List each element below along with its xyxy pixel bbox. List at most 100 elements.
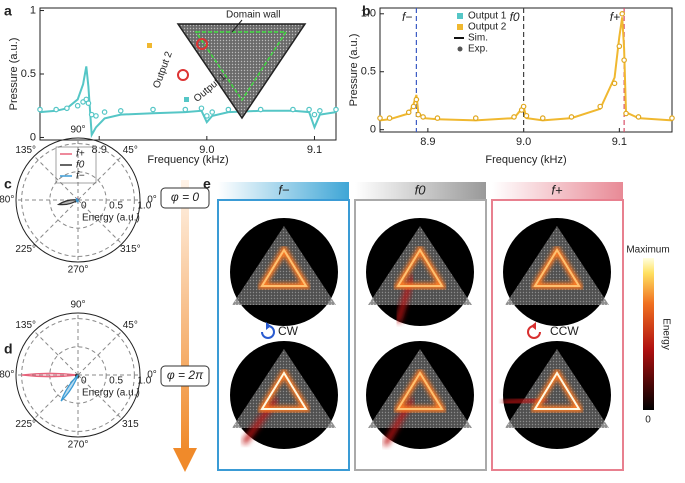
header-band	[492, 182, 623, 200]
y-tick-label: 0	[30, 131, 36, 143]
y-tick-label: 1	[30, 4, 36, 16]
column-frame	[354, 199, 487, 471]
exp-point	[101, 109, 108, 115]
exp-point	[37, 106, 43, 113]
y-tick-label: 0	[370, 124, 376, 136]
r-tick-label: 1.0	[137, 201, 151, 212]
angle-grid	[77, 155, 123, 201]
y-axis-label: Pressure (a.u.)	[348, 34, 360, 107]
energy-lobe	[56, 199, 80, 206]
angle-tick-label: 0°	[147, 370, 157, 381]
panel-letter: b	[362, 3, 371, 19]
edge-state	[533, 371, 581, 410]
colorbar-label: Energy	[660, 318, 671, 350]
panel-letter: c	[4, 176, 12, 192]
angle-grid	[77, 330, 123, 376]
r-tick-label: 0.5	[109, 376, 123, 387]
pointer	[231, 19, 243, 33]
marker-label: f0	[510, 10, 520, 24]
legend-swatch	[457, 13, 463, 19]
phase-box	[160, 187, 210, 209]
r-axis-label: Energy (a.u.)	[82, 213, 140, 224]
r-tick-label: 0.5	[109, 201, 123, 212]
phase-label: φ = 0	[171, 190, 200, 204]
angle-grid	[33, 330, 79, 376]
energy-lobe	[75, 197, 79, 203]
y-tick-label: 1.0	[361, 8, 376, 20]
x-axis-label: Frequency (kHz)	[147, 154, 228, 166]
exp-point	[306, 106, 312, 113]
exp-point	[520, 103, 527, 110]
exp-point	[317, 108, 323, 114]
angle-grid	[77, 199, 123, 245]
exp-point	[93, 113, 99, 119]
energy-lobe	[21, 372, 79, 378]
angle-tick-label: 135°	[15, 145, 36, 156]
colorbar	[643, 258, 654, 410]
panel-letter: a	[4, 3, 12, 19]
phase-label: φ = 2π	[167, 368, 204, 382]
ccw-arrow	[531, 322, 536, 330]
panel-letter: d	[4, 341, 13, 357]
cw-icon	[261, 325, 275, 339]
exp-point	[117, 108, 124, 114]
exp-point	[257, 106, 264, 113]
exp-point	[410, 103, 417, 110]
x-tick-label: 8.9	[420, 136, 435, 148]
exp-point	[333, 106, 339, 113]
exp-point	[621, 57, 627, 63]
inset-triangle	[176, 23, 307, 120]
exp-point	[415, 111, 422, 118]
exp-point	[611, 80, 618, 87]
r-tick-label: 1.0	[137, 376, 151, 387]
exp-point	[597, 103, 603, 110]
exp-point	[434, 115, 441, 121]
y-axis-label: Pressure (a.u.)	[8, 38, 20, 111]
plot-frame	[379, 7, 673, 133]
lattice-triangle	[505, 349, 609, 428]
angle-tick-label: 180°	[0, 195, 14, 206]
exp-point	[85, 100, 92, 106]
exp-point	[539, 115, 546, 121]
angle-tick-label: 90°	[70, 300, 85, 311]
legend-label: Output 2	[468, 22, 507, 33]
edge-state	[396, 248, 444, 287]
exp-point	[523, 112, 530, 119]
exp-point	[377, 115, 383, 121]
exp-point	[420, 114, 426, 120]
r-axis-label: Energy (a.u.)	[82, 388, 140, 399]
phase-arrow-head	[173, 448, 197, 472]
exp-point	[150, 106, 156, 113]
marker-label: f+	[610, 10, 620, 24]
exp-point	[511, 114, 517, 120]
exp-point	[635, 114, 642, 120]
legend-label: f−	[76, 171, 85, 182]
colorbar-min: 0	[645, 415, 651, 426]
sim-line	[379, 17, 673, 122]
colorbar-max: Maximum	[626, 245, 669, 256]
cw-arrow	[266, 322, 271, 330]
x-axis-label: Frequency (kHz)	[485, 154, 566, 166]
exp-point	[568, 114, 575, 120]
angle-tick-label: 45°	[123, 145, 138, 156]
exp-point	[619, 10, 626, 17]
angle-grid	[77, 374, 123, 420]
legend-label: f0	[76, 160, 85, 171]
polar-frame	[15, 312, 141, 438]
angle-tick-label: 270°	[68, 440, 89, 451]
edge-state	[260, 371, 308, 410]
legend-label: Output 1	[468, 11, 507, 22]
annotation: Output 2	[151, 50, 175, 90]
energy-lobe	[60, 374, 79, 402]
exp-point	[64, 105, 70, 112]
panel-letter: e	[203, 176, 211, 192]
legend-label: f+	[76, 149, 85, 160]
angle-tick-label: 315°	[120, 244, 141, 255]
source	[196, 38, 208, 50]
exp-point	[472, 115, 479, 121]
angle-tick-label: 0°	[147, 195, 157, 206]
exp-point	[74, 102, 81, 109]
angle-tick-label: 225°	[15, 244, 36, 255]
lattice-triangle	[505, 226, 609, 305]
